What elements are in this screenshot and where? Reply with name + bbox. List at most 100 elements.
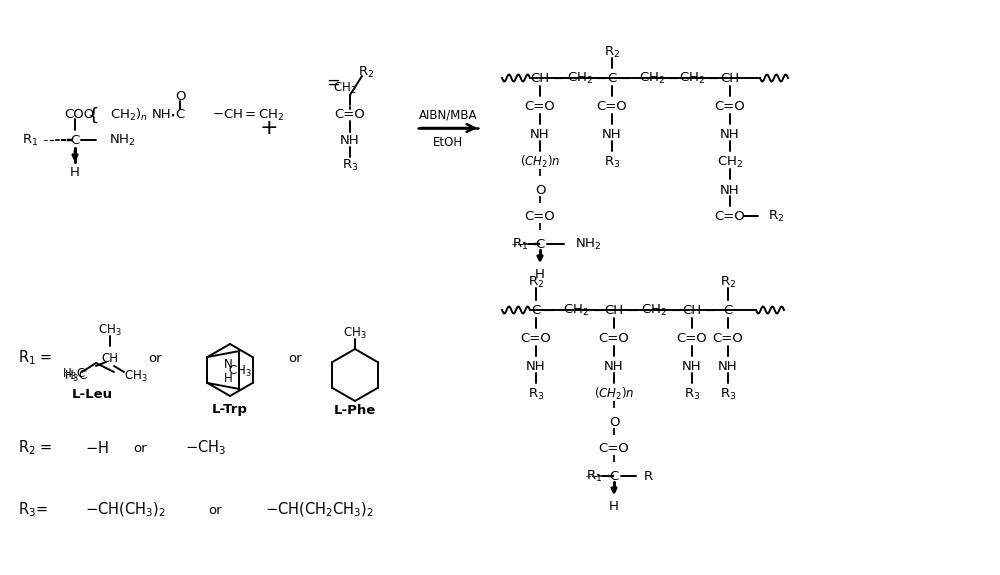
Text: C=O: C=O [335,109,365,121]
Text: $-$CH(CH$_2$CH$_3$)$_2$: $-$CH(CH$_2$CH$_3$)$_2$ [265,501,374,519]
Text: C=O: C=O [599,442,629,454]
Text: R$_1$: R$_1$ [586,469,602,484]
Text: $-$: $-$ [704,304,716,316]
Text: R$_3$: R$_3$ [720,386,736,401]
Text: CH: CH [604,304,624,316]
Text: or: or [133,442,147,454]
Text: C: C [175,109,185,121]
Text: CH: CH [682,304,702,316]
Text: O: O [535,183,545,197]
Text: $-$H: $-$H [85,440,109,456]
Text: H$_3$C: H$_3$C [64,369,88,384]
Text: $-$: $-$ [542,304,554,316]
Text: $-$: $-$ [552,71,564,85]
Text: $-$: $-$ [592,304,604,316]
Text: H: H [535,267,545,281]
Text: R$_2$: R$_2$ [528,274,544,290]
Text: C=O: C=O [525,209,555,223]
Text: CH$_2$: CH$_2$ [639,71,665,86]
Text: R: R [644,470,653,482]
Text: NH: NH [718,359,738,373]
Text: or: or [148,351,162,365]
Text: C: C [607,71,617,85]
Text: L-Trp: L-Trp [212,404,248,416]
Text: $-$CH$_3$: $-$CH$_3$ [185,439,226,457]
Text: $(CH_2)n$: $(CH_2)n$ [594,386,634,402]
Text: C=O: C=O [713,332,743,344]
Text: NH: NH [720,128,740,140]
Text: CH$_2$: CH$_2$ [333,81,357,95]
Text: R$_2$: R$_2$ [604,44,620,60]
Text: COO: COO [64,109,94,121]
Text: L-Leu: L-Leu [71,389,113,401]
Text: CH: CH [102,351,119,365]
Text: $-$: $-$ [596,71,608,85]
Text: NH$_2$: NH$_2$ [575,236,601,251]
Text: H: H [70,166,80,178]
Text: NH: NH [530,128,550,140]
Text: R$_3$=: R$_3$= [18,501,48,519]
Text: N: N [224,358,233,370]
Text: R$_3$: R$_3$ [684,386,700,401]
Text: or: or [288,351,302,365]
Text: $\cdot$: $\cdot$ [169,105,175,125]
Text: CH$_2$: CH$_2$ [641,302,667,317]
Text: C=O: C=O [715,99,745,113]
Text: C=O: C=O [521,332,551,344]
Text: $-$CH$=$CH$_2$: $-$CH$=$CH$_2$ [212,108,285,122]
Text: NH: NH [602,128,622,140]
Text: CH: CH [720,71,740,85]
Text: or: or [208,504,222,516]
Text: R$_3$: R$_3$ [342,158,358,172]
Text: C: C [535,237,545,251]
Text: C: C [723,304,733,316]
Text: $-$CH(CH$_3$)$_2$: $-$CH(CH$_3$)$_2$ [85,501,166,519]
Text: C=O: C=O [525,99,555,113]
Text: $+$: $+$ [259,118,277,138]
Text: CH$_3$: CH$_3$ [98,323,122,338]
Text: C=O: C=O [597,99,627,113]
Text: C: C [609,470,619,482]
Text: CH$_2$: CH$_2$ [567,71,593,86]
Text: H$_3$C: H$_3$C [62,366,86,382]
Text: AIBN/MBA: AIBN/MBA [419,109,477,121]
Text: $(CH_2)n$: $(CH_2)n$ [520,154,560,170]
Text: NH: NH [682,359,702,373]
Text: NH: NH [720,183,740,197]
Text: NH: NH [152,109,172,121]
Text: O: O [175,90,185,104]
Text: H: H [609,500,619,512]
Text: $-$: $-$ [668,71,680,85]
Text: C: C [531,304,541,316]
Text: $-$: $-$ [670,304,682,316]
Text: O: O [609,416,619,428]
Text: R$_2$: R$_2$ [720,274,736,290]
Text: NH: NH [340,133,360,147]
Text: C: C [70,133,80,147]
Text: $=$: $=$ [323,73,341,91]
Text: $-$: $-$ [626,304,638,316]
Text: CH$_2$: CH$_2$ [563,302,589,317]
Text: CH$_2$: CH$_2$ [717,155,743,170]
Text: L-Phe: L-Phe [334,404,376,416]
Text: $\{$: $\{$ [87,105,99,125]
Text: H: H [224,371,233,385]
Text: C=O: C=O [599,332,629,344]
Text: R$_2$ =: R$_2$ = [18,439,53,457]
Text: C=O: C=O [715,209,745,223]
Text: NH: NH [604,359,624,373]
Text: R$_3$: R$_3$ [604,155,620,170]
Text: R$_3$: R$_3$ [528,386,544,401]
Text: C=O: C=O [677,332,707,344]
Text: CH$_3$: CH$_3$ [124,369,148,384]
Text: R$_2$: R$_2$ [358,64,374,79]
Text: EtOH: EtOH [433,136,463,150]
Text: NH: NH [526,359,546,373]
Text: R$_1$ =: R$_1$ = [18,348,53,367]
Text: CH$_2)_n$: CH$_2)_n$ [110,107,148,123]
Text: CH$_3$: CH$_3$ [228,363,251,378]
Text: R$_2$: R$_2$ [768,209,784,224]
Text: NH$_2$: NH$_2$ [109,132,135,148]
Text: $-$: $-$ [618,71,630,85]
Text: R$_1$: R$_1$ [512,236,528,251]
